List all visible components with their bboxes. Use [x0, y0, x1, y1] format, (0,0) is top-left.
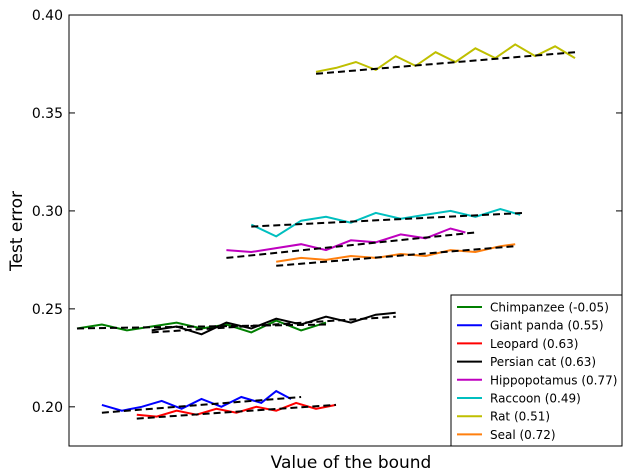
- y-axis-label: Test error: [7, 191, 27, 272]
- trend-line-2: [136, 403, 337, 420]
- legend-label-1: Giant panda (0.55): [490, 319, 604, 333]
- trend-line-1: [101, 396, 302, 414]
- plot-lines: [76, 43, 576, 420]
- legend: Chimpanzee (-0.05) Giant panda (0.55) Leop…: [450, 294, 623, 447]
- x-axis-label: Value of the bound: [271, 453, 432, 470]
- legend-label-0: Chimpanzee (-0.05): [490, 301, 609, 315]
- legend-label-5: Raccoon (0.49): [490, 392, 581, 406]
- legend-label-2: Leopard (0.63): [490, 337, 578, 351]
- series-line-7: [276, 243, 516, 263]
- trend-line-4: [226, 231, 476, 259]
- trend-line-5: [251, 211, 526, 228]
- series-line-2: [136, 401, 337, 418]
- trend-line-3: [151, 315, 396, 334]
- series-line-4: [226, 227, 466, 254]
- trend-line-0: [76, 323, 327, 330]
- legend-label-4: Hippopotamus (0.77): [490, 373, 617, 387]
- series-line-6: [315, 43, 576, 73]
- series-line-1: [101, 389, 292, 412]
- legend-label-6: Rat (0.51): [490, 410, 550, 424]
- plot-frame: [68, 14, 623, 447]
- series-line-3: [151, 311, 396, 336]
- legend-box: [450, 294, 623, 447]
- legend-label-3: Persian cat (0.63): [490, 355, 596, 369]
- y-tick-label: 0.20: [32, 400, 63, 416]
- y-tick-label: 0.35: [32, 106, 63, 122]
- trend-line-7: [276, 245, 516, 267]
- legend-label-7: Seal (0.72): [490, 428, 556, 442]
- series-line-5: [250, 207, 521, 238]
- y-tick-label: 0.25: [32, 302, 63, 318]
- y-tick-label: 0.30: [32, 204, 63, 220]
- y-axis-ticks: 0.20 0.25 0.30 0.35 0.40: [32, 8, 622, 416]
- y-tick-label: 0.40: [32, 8, 63, 24]
